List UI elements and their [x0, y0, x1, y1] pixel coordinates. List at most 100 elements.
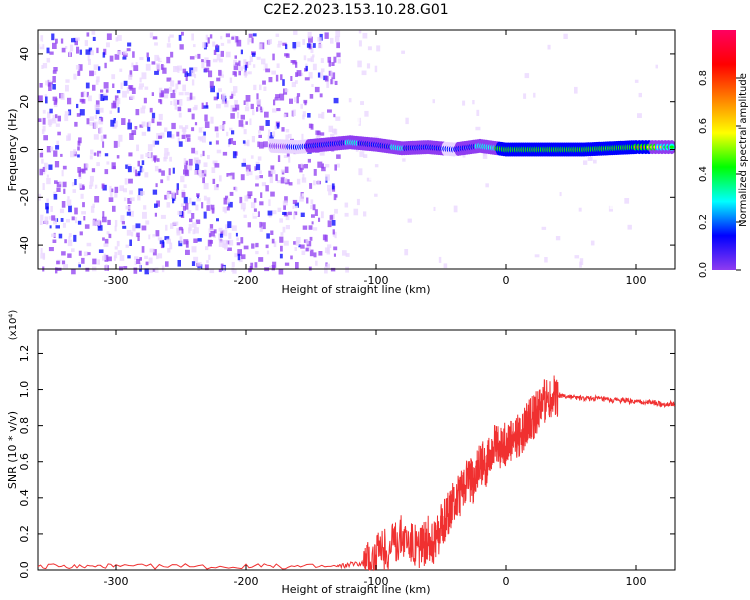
- spectrogram-cell: [333, 194, 337, 201]
- spectrogram-cell: [241, 162, 246, 167]
- spectrogram-cell: [241, 254, 246, 260]
- spectrogram-cell: [296, 237, 301, 244]
- spectrogram-cell: [206, 197, 211, 204]
- spectrogram-cell: [363, 211, 367, 217]
- spectrogram-cell: [333, 97, 339, 104]
- spectrogram-x-ticks: -300 -200 -100 0 100: [104, 30, 647, 287]
- spectrogram-cell: [235, 232, 238, 237]
- spectrogram-cell: [197, 262, 202, 267]
- spectrogram-cell: [259, 226, 263, 232]
- spectrogram-cell: [53, 67, 58, 72]
- spectrogram-cell: [91, 30, 96, 35]
- spectrogram-cell: [119, 266, 123, 271]
- spectrogram-cell: [191, 79, 195, 86]
- spectrogram-cell: [306, 43, 311, 48]
- spectrogram-cell: [333, 113, 336, 118]
- spectrogram-cell: [42, 125, 46, 132]
- spectrogram-cell: [247, 71, 252, 75]
- spectrogram-cell: [68, 51, 71, 57]
- spectrogram-cell: [60, 218, 64, 222]
- spectrogram-cell: [114, 54, 120, 60]
- spectrogram-cell: [250, 262, 254, 270]
- spectrogram-cell: [208, 233, 212, 238]
- x-tick-label: 0: [503, 575, 510, 588]
- spectrogram-cell: [139, 57, 144, 61]
- spectrogram-cell: [348, 98, 352, 103]
- spectrogram-cell: [139, 77, 142, 83]
- spectrogram-cell: [331, 220, 336, 226]
- spectrogram-cell: [233, 86, 238, 93]
- spectrogram-cell: [160, 90, 165, 97]
- spectrogram-cell: [255, 250, 259, 255]
- y-tick-label: 0.0: [18, 561, 31, 579]
- spectrogram-cell: [114, 192, 118, 198]
- spectrogram-cell: [178, 34, 182, 41]
- spectrogram-cell: [306, 197, 309, 204]
- spectrogram-cell: [296, 96, 299, 104]
- spectrogram-cell: [260, 192, 263, 198]
- x-tick-label: 100: [626, 575, 647, 588]
- spectrogram-cell: [137, 171, 141, 176]
- spectrogram-cell: [134, 256, 139, 261]
- spectrogram-cell: [76, 113, 81, 117]
- spectrogram-cell: [62, 181, 67, 188]
- spectrogram-cell: [374, 193, 378, 197]
- spectrogram-cell: [99, 127, 103, 134]
- spectrogram-cell: [314, 86, 320, 93]
- spectrogram-cell: [162, 67, 167, 74]
- spectrogram-cell: [312, 63, 317, 71]
- spectrogram-cell: [177, 106, 182, 112]
- spectrogram-cell: [293, 241, 297, 245]
- spectrogram-cell: [67, 239, 73, 247]
- spectrogram-cell: [102, 52, 106, 58]
- spectrogram-cell: [218, 240, 224, 247]
- spectrogram-cell: [269, 135, 274, 139]
- spectrogram-cell: [319, 93, 323, 98]
- spectrogram-cell: [127, 122, 132, 130]
- spectrogram-cell: [330, 37, 334, 44]
- spectrogram-cell: [284, 88, 289, 93]
- spectrogram-cell: [251, 136, 255, 143]
- spectrogram-cell: [116, 240, 120, 247]
- spectrogram-cell: [153, 155, 157, 161]
- spectrogram-cell: [38, 118, 42, 122]
- y-tick-label: 0: [18, 146, 31, 153]
- spectrogram-cell: [44, 219, 47, 224]
- spectrogram-cell: [185, 135, 189, 142]
- spectrogram-cell: [233, 186, 237, 191]
- spectrogram-ridge: [268, 135, 676, 157]
- spectrogram-cell: [119, 185, 124, 192]
- spectrogram-cell: [215, 45, 220, 53]
- spectrogram-cell: [216, 77, 221, 82]
- spectrogram-cell: [161, 64, 164, 70]
- spectrogram-cell: [119, 68, 123, 72]
- spectrogram-cell: [39, 83, 43, 88]
- spectrogram-cell: [245, 121, 248, 125]
- spectrogram-cell: [360, 101, 364, 105]
- spectrogram-cell: [313, 252, 317, 258]
- spectrogram-cell: [41, 129, 45, 135]
- spectrogram-cell: [173, 99, 177, 106]
- spectrogram-cell: [178, 227, 183, 231]
- spectrogram-cell: [65, 218, 70, 223]
- spectrogram-cell: [42, 167, 45, 172]
- spectrogram-cell: [231, 267, 235, 272]
- spectrogram-cell: [170, 223, 174, 229]
- spectrogram-cell: [280, 177, 285, 184]
- spectrogram-cell: [131, 130, 137, 135]
- spectrogram-cell: [180, 203, 185, 207]
- spectrogram-cell: [321, 166, 326, 172]
- spectrogram-cell: [336, 42, 340, 49]
- spectrogram-cell: [277, 207, 282, 212]
- spectrogram-cell: [117, 250, 122, 256]
- spectrogram-cell: [88, 58, 91, 65]
- spectrogram-cell: [317, 36, 321, 42]
- spectrogram-cell: [226, 131, 229, 137]
- spectrogram-cell: [250, 202, 256, 209]
- spectrogram-cell: [59, 208, 65, 214]
- spectrogram-cell: [191, 70, 195, 77]
- spectrogram-cell: [281, 127, 285, 132]
- spectrogram-cell: [247, 38, 250, 45]
- spectrogram-cell: [333, 253, 336, 257]
- spectrogram-cell: [634, 79, 639, 83]
